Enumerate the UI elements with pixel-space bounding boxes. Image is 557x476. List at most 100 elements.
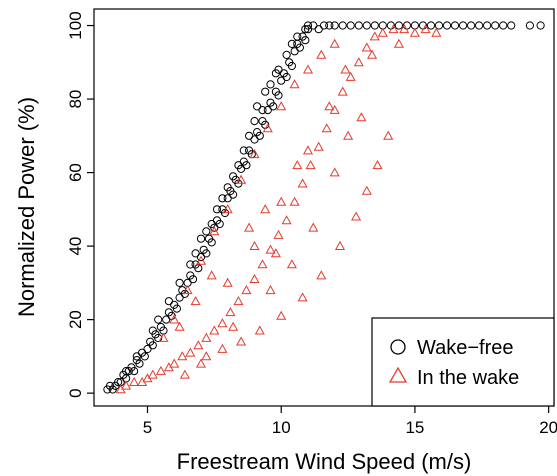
in-the-wake-point xyxy=(334,240,346,250)
wake-free-point xyxy=(188,275,198,284)
wake-free-point xyxy=(338,21,347,30)
in-the-wake-point xyxy=(316,49,327,59)
in-the-wake-point xyxy=(265,244,276,254)
y-tick-label: 100 xyxy=(66,11,85,39)
plot-frame xyxy=(93,8,555,407)
x-axis: 5 10 15 20 xyxy=(143,406,557,437)
wake-free-point xyxy=(223,194,232,203)
in-the-wake-point xyxy=(289,196,300,206)
in-the-wake-point xyxy=(225,307,236,317)
in-the-wake-point xyxy=(177,351,188,361)
in-the-wake-point xyxy=(185,347,196,357)
wake-free-point xyxy=(143,344,152,354)
wake-free-point xyxy=(309,21,318,30)
in-the-wake-point xyxy=(399,23,410,34)
in-the-wake-point xyxy=(316,270,327,280)
y-tick-label: 20 xyxy=(66,310,85,329)
wake-free-point xyxy=(325,21,334,30)
in-the-wake-point xyxy=(182,284,193,295)
in-the-wake-point xyxy=(273,229,284,239)
in-the-wake-point xyxy=(420,23,431,34)
in-the-wake-point xyxy=(321,123,332,133)
in-the-wake-point xyxy=(233,295,244,306)
in-the-wake-point xyxy=(377,27,388,37)
in-the-wake-point xyxy=(190,295,201,306)
in-the-wake-point xyxy=(228,321,239,331)
wake-free-point xyxy=(172,304,181,313)
wake-free-point xyxy=(319,21,329,30)
wake-free-point xyxy=(301,25,310,34)
wake-free-point xyxy=(394,21,403,30)
in-the-wake-point xyxy=(276,101,287,111)
wake-free-point xyxy=(525,21,535,30)
in-the-wake-point xyxy=(129,376,140,386)
in-the-wake-point xyxy=(209,226,220,236)
wake-free-point xyxy=(370,21,379,30)
in-the-wake-point xyxy=(201,332,212,342)
in-the-wake-point xyxy=(169,358,180,368)
wake-free-point xyxy=(239,146,248,155)
legend-label-in-the-wake: In the wake xyxy=(417,367,519,389)
in-the-wake-point xyxy=(361,185,372,195)
in-the-wake-point xyxy=(351,211,362,221)
in-the-wake-point xyxy=(249,240,260,250)
wake-free-point xyxy=(140,352,149,361)
wake-free-point xyxy=(148,326,157,335)
wake-free-point xyxy=(154,315,163,324)
in-the-wake-point xyxy=(155,365,166,375)
wake-free-point xyxy=(148,341,157,350)
wake-free-point xyxy=(258,106,267,115)
wake-free-point xyxy=(218,194,227,203)
wake-free-point xyxy=(255,131,264,140)
in-the-wake-point xyxy=(329,38,340,48)
in-the-wake-point xyxy=(236,174,247,184)
wake-free-point xyxy=(290,47,299,56)
wake-free-point xyxy=(266,80,275,89)
in-the-wake-point xyxy=(286,259,297,269)
wake-free-point xyxy=(202,227,211,236)
wake-free-point xyxy=(135,359,144,368)
in-the-wake-point xyxy=(308,222,319,232)
wake-free-point xyxy=(215,219,224,229)
wake-free-point xyxy=(426,21,436,30)
wake-free-point xyxy=(154,333,163,343)
wake-free-point xyxy=(346,21,355,30)
legend-marker-wake-free xyxy=(390,339,406,355)
wake-free-point xyxy=(475,21,484,30)
in-the-wake-point xyxy=(222,277,233,287)
in-the-wake-point xyxy=(329,167,340,177)
wake-free-point xyxy=(164,297,173,306)
in-the-wake-point xyxy=(217,343,228,353)
in-the-wake-point xyxy=(249,273,260,283)
wake-free-point xyxy=(274,91,283,100)
y-tick-label: 80 xyxy=(66,90,85,109)
x-tick-label: 10 xyxy=(272,418,291,437)
in-the-wake-point xyxy=(254,325,265,335)
wake-free-point xyxy=(507,21,516,30)
legend-label-wake-free: Wake−free xyxy=(417,337,514,359)
in-the-wake-point xyxy=(431,27,442,37)
in-the-wake-point xyxy=(169,314,180,324)
wake-free-point xyxy=(234,161,243,170)
x-tick-label: 15 xyxy=(405,418,424,437)
wake-free-point xyxy=(277,76,286,85)
in-the-wake-point xyxy=(195,358,207,368)
wake-free-point xyxy=(269,102,278,111)
in-the-wake-point xyxy=(367,49,378,59)
x-tick-label: 20 xyxy=(539,418,557,437)
in-the-wake-point xyxy=(201,351,212,361)
in-the-wake-point xyxy=(244,222,255,232)
wake-free-point xyxy=(196,234,206,243)
in-the-wake-point xyxy=(241,284,252,295)
wake-free-point xyxy=(491,21,500,30)
wake-free-point xyxy=(434,21,444,30)
in-the-wake-point xyxy=(260,204,271,214)
in-the-wake-point xyxy=(292,159,303,170)
wake-free-point xyxy=(162,315,171,324)
in-the-wake-point xyxy=(353,57,364,67)
in-the-wake-point xyxy=(249,148,260,159)
wake-free-point xyxy=(301,36,310,45)
wake-free-point xyxy=(122,367,131,376)
wake-free-point xyxy=(253,102,262,111)
